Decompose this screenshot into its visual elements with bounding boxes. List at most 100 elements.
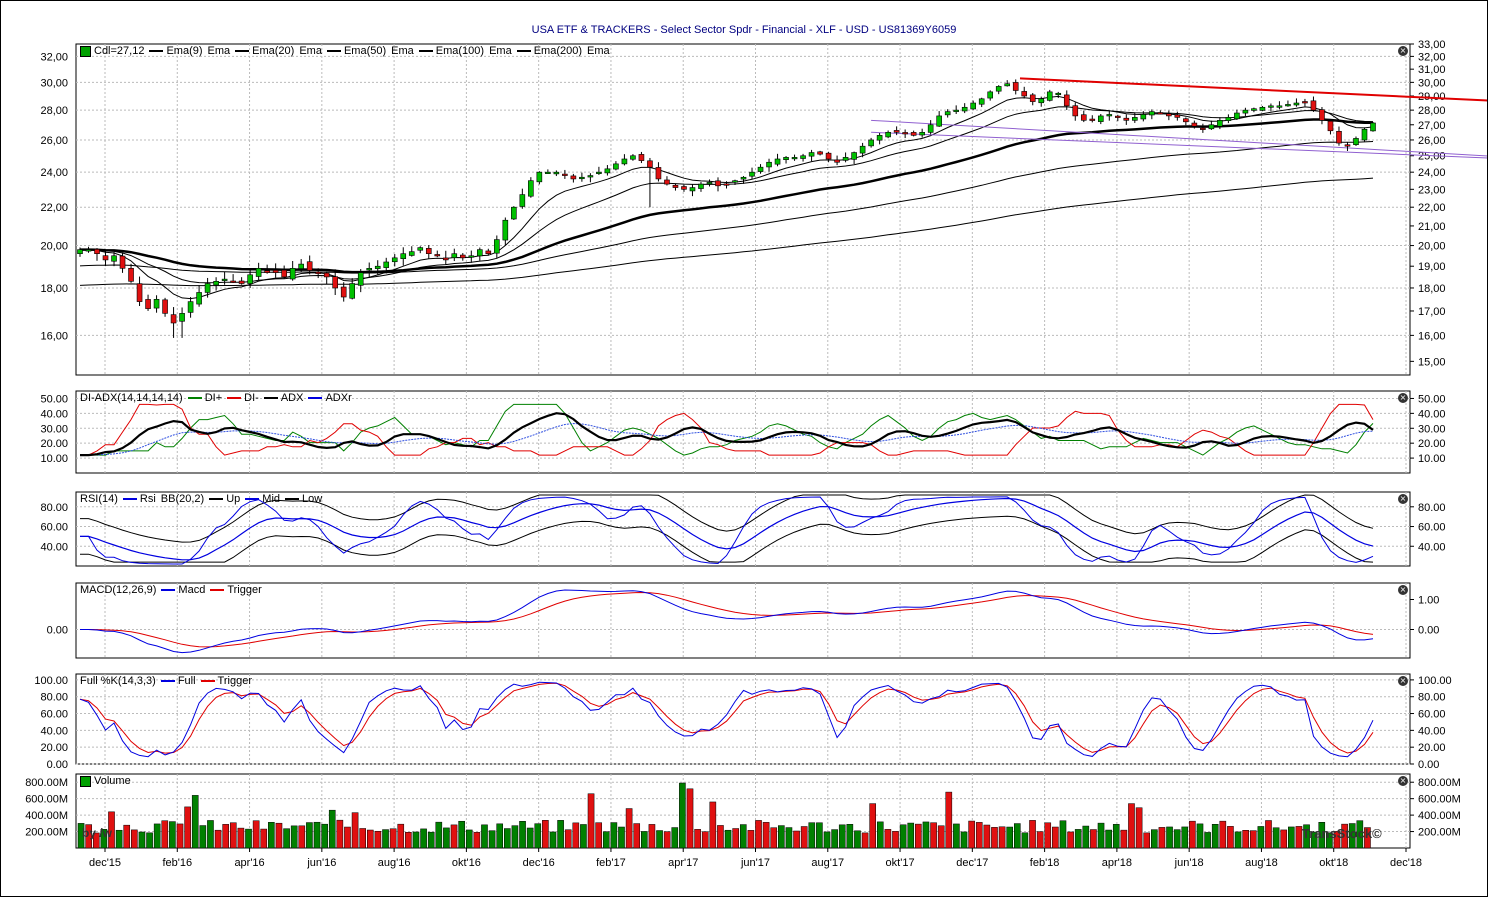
candle-body — [902, 132, 908, 135]
volume-bar — [92, 832, 100, 849]
legend-item: Mid — [245, 493, 280, 505]
legend-label: Ema(50) — [343, 45, 387, 57]
volume-bar — [1333, 831, 1341, 849]
candle-body — [374, 265, 381, 269]
candle-body — [349, 283, 356, 299]
candle-body — [306, 261, 313, 271]
legend-swatch — [161, 589, 176, 591]
candle-body — [723, 183, 730, 186]
volume-bar — [1295, 826, 1303, 849]
legend-swatch — [209, 498, 224, 500]
volume-bar — [641, 831, 648, 849]
candle-body — [1251, 108, 1257, 111]
candle-body — [1149, 111, 1155, 116]
price-tick-right: 15,00 — [1418, 356, 1446, 368]
stoch-panel-close-icon[interactable]: × — [1398, 676, 1408, 686]
tick-right: 100.00 — [1418, 675, 1452, 687]
volume-bar — [344, 826, 351, 849]
legend-item: BB(20,2) — [161, 493, 204, 505]
volume-bar — [679, 782, 686, 849]
volume-bar — [717, 825, 724, 849]
volume-bar — [1143, 832, 1151, 849]
candle-body — [1106, 114, 1113, 117]
volume-bar — [1059, 820, 1067, 849]
candle-body — [1004, 83, 1011, 87]
volume-bar — [336, 819, 344, 849]
candle-body — [1302, 101, 1308, 104]
volume-bar — [511, 825, 519, 849]
volume-bar — [313, 821, 321, 849]
trendline — [871, 119, 1488, 157]
volume-legend: Volume — [80, 775, 134, 787]
volume-bar — [290, 825, 298, 849]
price-tick-right: 26,00 — [1418, 135, 1446, 147]
candle-body — [604, 168, 611, 174]
candle-body — [740, 176, 747, 180]
volume-bar — [1280, 829, 1288, 849]
price-legend: Cdl=27,12 Ema(9) Ema Ema(20) Ema Ema(50) Ema Em… — [80, 45, 613, 57]
legend-label: MACD(12,26,9) — [80, 584, 157, 596]
candle-body — [255, 268, 262, 277]
volume-bar — [1272, 827, 1280, 849]
candle-body — [434, 254, 441, 257]
volume-bar — [1112, 824, 1120, 849]
volume-bar — [427, 831, 435, 849]
volume-bar — [199, 825, 207, 849]
x-tick-label: dec'17 — [956, 857, 988, 869]
volume-bar — [245, 828, 252, 849]
legend-swatch — [80, 775, 91, 787]
candle-body — [893, 130, 900, 133]
volume-bar — [1265, 820, 1272, 849]
candle-body — [1361, 128, 1368, 141]
volume-bar — [648, 824, 656, 849]
x-tick-label: aug'17 — [811, 857, 844, 869]
volume-bar — [465, 829, 473, 849]
candle-body — [1063, 94, 1070, 107]
candle-body — [1038, 98, 1045, 104]
price-panel-close-icon[interactable]: × — [1398, 46, 1408, 56]
stoch-lines — [79, 681, 1374, 758]
bb-mid-line — [80, 497, 1374, 561]
candle-body — [153, 299, 160, 309]
volume-bar — [732, 828, 739, 849]
x-tick-label: aug'18 — [1245, 857, 1278, 869]
macd-legend: MACD(12,26,9) Macd Trigger — [80, 584, 265, 596]
candle-body — [995, 86, 1002, 92]
candle-body — [834, 159, 840, 163]
tick-left: 600.00M — [25, 794, 68, 806]
volume-bar — [1036, 831, 1044, 849]
tick-left: 80.00 — [40, 502, 68, 514]
candle-body — [332, 276, 338, 289]
volume-bar — [526, 827, 534, 849]
candle-body — [204, 283, 211, 293]
legend-item: Ema — [587, 45, 610, 57]
candle-body — [1259, 106, 1266, 111]
legend-label: DI-ADX(14,14,14,14) — [80, 392, 183, 404]
volume-bar — [443, 827, 450, 849]
legend-swatch — [516, 50, 531, 52]
stoch-legend: Full %K(14,3,3) Full Trigger — [80, 675, 255, 687]
legend-label: BB(20,2) — [160, 493, 205, 505]
candle-body — [689, 187, 696, 192]
macd-panel-close-icon[interactable]: × — [1398, 585, 1408, 595]
candle-body — [1046, 91, 1053, 101]
candle-body — [910, 132, 917, 136]
volume-bar — [1151, 829, 1158, 849]
candle-body — [851, 152, 857, 160]
volume-bar — [1021, 832, 1029, 849]
candle-body — [272, 269, 279, 273]
volume-bar — [739, 824, 747, 849]
volume-bar — [229, 822, 237, 849]
adx-panel-close-icon[interactable]: × — [1398, 393, 1408, 403]
candle-body — [757, 166, 764, 172]
legend-swatch — [210, 589, 225, 591]
candle-body — [468, 255, 475, 258]
candle-body — [391, 257, 398, 263]
volume-bar — [405, 832, 412, 849]
legend-item: Ema — [489, 45, 512, 57]
volume-panel-close-icon[interactable]: × — [1398, 776, 1408, 786]
rsi-panel-close-icon[interactable]: × — [1398, 494, 1408, 504]
tick-left: 30.00 — [40, 423, 68, 435]
x-tick-label: apr'17 — [668, 857, 698, 869]
volume-bar — [268, 822, 275, 849]
